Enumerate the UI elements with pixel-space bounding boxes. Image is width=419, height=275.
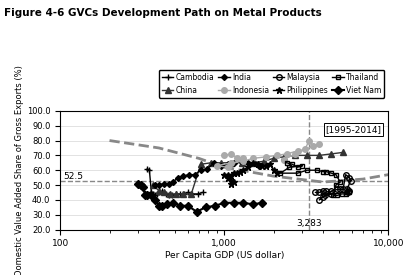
Text: 52.5: 52.5 xyxy=(64,172,84,181)
Text: 3,283: 3,283 xyxy=(296,219,322,228)
Y-axis label: Domestic Value Added Share of Gross Exports (%): Domestic Value Added Share of Gross Expo… xyxy=(15,65,24,275)
Legend: Cambodia, China, India, Indonesia, Malaysia, Philippines, Thailand, Viet Nam: Cambodia, China, India, Indonesia, Malay… xyxy=(159,70,384,98)
Text: [1995-2014]: [1995-2014] xyxy=(326,125,382,134)
X-axis label: Per Capita GDP (US dollar): Per Capita GDP (US dollar) xyxy=(165,251,284,260)
Text: Figure 4-6 GVCs Development Path on Metal Products: Figure 4-6 GVCs Development Path on Meta… xyxy=(4,8,322,18)
